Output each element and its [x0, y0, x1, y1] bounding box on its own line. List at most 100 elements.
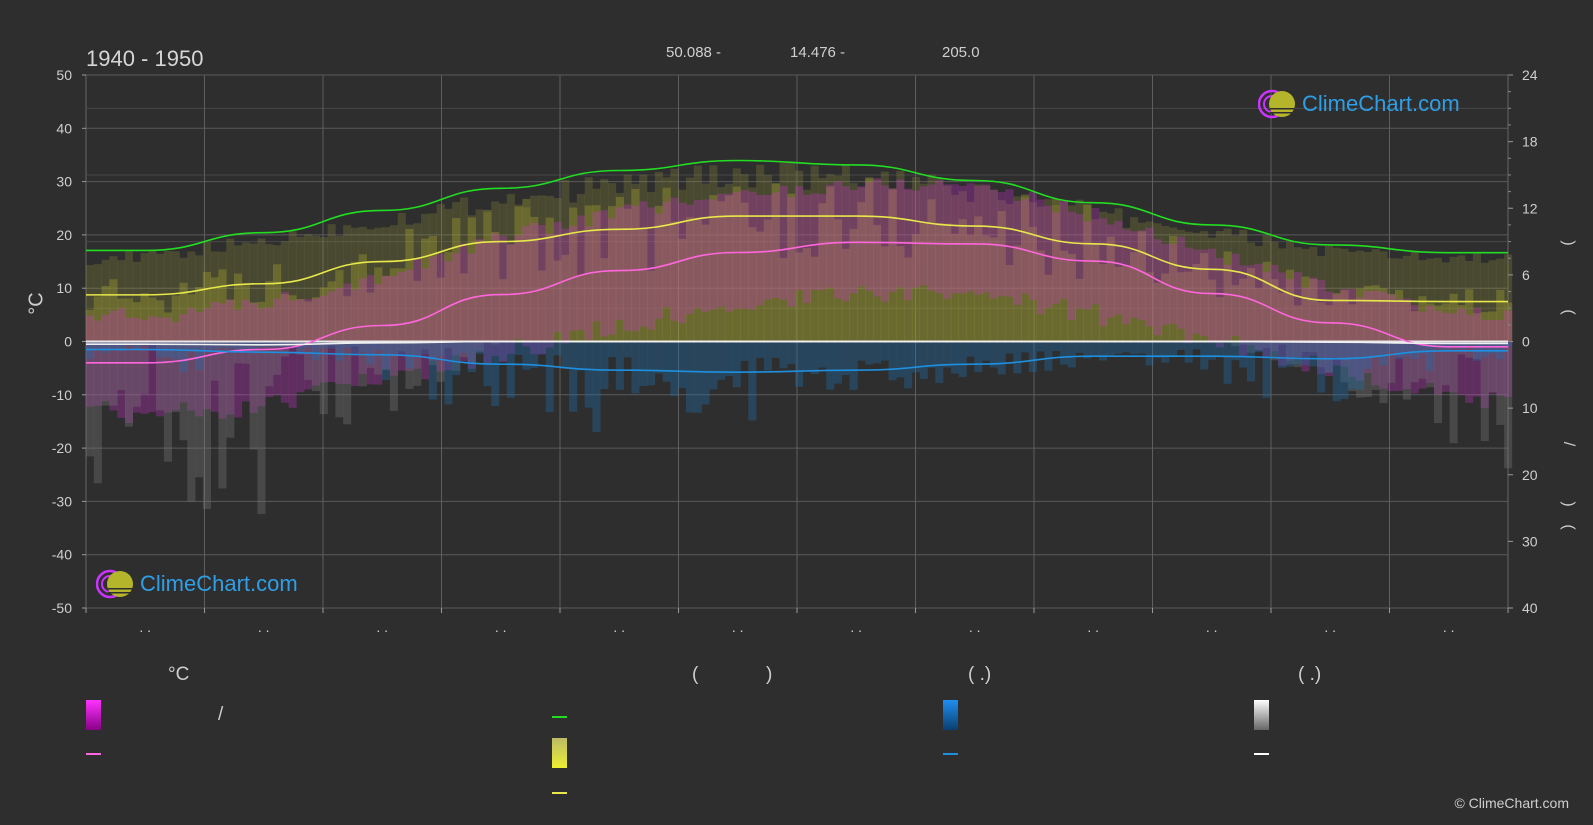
period-title: 1940 - 1950 — [86, 46, 204, 71]
sunshine-band-bar — [966, 234, 975, 342]
snow-bar — [389, 341, 398, 411]
precipitation-bar — [966, 341, 975, 357]
sunshine-band-bar — [545, 217, 554, 342]
data-bands — [86, 162, 1513, 515]
temperature-range-bar — [1067, 211, 1076, 321]
snow-bar — [1309, 341, 1318, 353]
precipitation-bar — [195, 341, 204, 370]
sunshine-band-bar — [631, 188, 640, 342]
daylight-band-bar — [273, 245, 282, 342]
snow-line — [85, 340, 1508, 346]
daylight-band-bar — [553, 198, 562, 342]
sunshine-band-bar — [763, 219, 772, 342]
temperature-range-bar — [1488, 319, 1497, 394]
precipitation-bar — [421, 341, 430, 355]
sunshine-band-bar — [405, 228, 414, 342]
precipitation-bar — [982, 341, 991, 361]
precipitation-bar — [818, 341, 827, 368]
daylight-band-bar — [701, 183, 710, 342]
daylight-band-bar — [545, 195, 554, 342]
temperature-range-bar — [405, 269, 414, 371]
snow-bar — [1340, 341, 1349, 383]
temperature-range-bar — [1083, 221, 1092, 310]
precipitation-bar — [561, 341, 570, 369]
sunshine-band-bar — [179, 282, 188, 342]
temperature-range-bar — [748, 191, 757, 310]
daylight-band-bar — [1449, 256, 1458, 342]
temperature-range-bar — [553, 222, 562, 332]
sunshine-band-bar — [927, 199, 936, 342]
precipitation-bar — [1348, 341, 1357, 389]
right-axis-title-fragment: / — [1560, 442, 1577, 447]
snow-bar — [1262, 341, 1271, 348]
temperature-range-bar — [436, 253, 445, 372]
sunshine-band-bar — [444, 251, 453, 342]
temperature-range-bar — [1122, 229, 1131, 325]
precipitation-bar — [366, 341, 375, 364]
daylight-band-bar — [428, 213, 437, 342]
sunshine-band-bar — [350, 261, 360, 342]
temperature-range-bar — [350, 289, 360, 387]
daylight-band-bar — [896, 170, 905, 342]
daylight-band-bar — [1293, 247, 1302, 342]
temperature-range-bar — [460, 243, 469, 362]
daylight-band-bar — [561, 179, 570, 342]
temperature-range-bar — [506, 243, 515, 354]
daylight-band-bar — [1005, 204, 1014, 342]
brand-logo-bottom[interactable]: ClimeChart.com — [95, 566, 298, 602]
snow-bar — [1363, 341, 1372, 398]
x-tick-label: . . — [258, 619, 270, 635]
precipitation-bar — [600, 341, 609, 390]
right-tick-label: 12 — [1522, 200, 1538, 216]
snow-bar — [311, 341, 321, 392]
temperature-range-bar — [545, 233, 554, 348]
daylight-band-bar — [1270, 241, 1279, 342]
precipitation-bar — [1184, 341, 1193, 363]
daylight-band-bar — [1052, 205, 1061, 342]
precipitation-bar — [740, 341, 749, 361]
sunshine-band-bar — [670, 221, 679, 342]
snow-bar — [109, 341, 118, 406]
precipitation-bar — [763, 341, 772, 371]
daylight-band-bar — [576, 193, 585, 342]
temperature-range-bar — [896, 179, 905, 288]
sunshine-band-bar — [849, 228, 858, 342]
precipitation-bar — [1161, 341, 1170, 363]
sunshine-band-bar — [537, 270, 547, 342]
right-axis-title-fragment: ( — [1560, 309, 1577, 315]
daylight-band-bar — [1067, 205, 1076, 342]
left-tick-label: 30 — [56, 174, 72, 190]
sunshine-band-bar — [522, 198, 531, 342]
snow-bar — [382, 341, 391, 371]
daylight-band-bar — [662, 177, 671, 342]
temperature-range-bar — [982, 184, 991, 293]
daylight-band-bar — [234, 245, 243, 342]
temperature-range-bar — [904, 188, 913, 300]
elevation-text: 205.0 — [942, 44, 980, 61]
daylight-band-bar — [1402, 255, 1411, 342]
sunshine-band-bar — [1137, 231, 1146, 342]
sunshine-band-bar — [1371, 285, 1380, 342]
sunshine-band-bar — [202, 271, 211, 342]
sunshine-band-bar — [732, 186, 741, 342]
temperature-range-bar — [1091, 208, 1100, 305]
daylight-band-bar — [1184, 231, 1193, 342]
precipitation-bar — [530, 341, 539, 368]
right-tick-label: 18 — [1522, 134, 1538, 150]
daylight-band-bar — [943, 185, 952, 342]
temperature-range-bar — [273, 298, 282, 396]
temperature-range-bar — [795, 186, 804, 291]
daylight-band-bar — [93, 264, 102, 342]
legend-rain-swatch — [943, 700, 958, 730]
daylight-band-bar — [257, 238, 266, 342]
snow-bar — [1402, 341, 1411, 400]
daylight-band-bar — [1122, 227, 1131, 342]
sunshine-band-bar — [358, 254, 367, 342]
precipitation-bar — [647, 341, 656, 386]
snow-bar — [202, 341, 211, 510]
precipitation-bar — [1465, 341, 1474, 348]
brand-logo-top[interactable]: ClimeChart.com — [1257, 86, 1460, 122]
sunshine-band-bar — [623, 208, 632, 342]
temperature-range-bar — [880, 185, 889, 302]
daylight-band-bar — [935, 178, 944, 342]
